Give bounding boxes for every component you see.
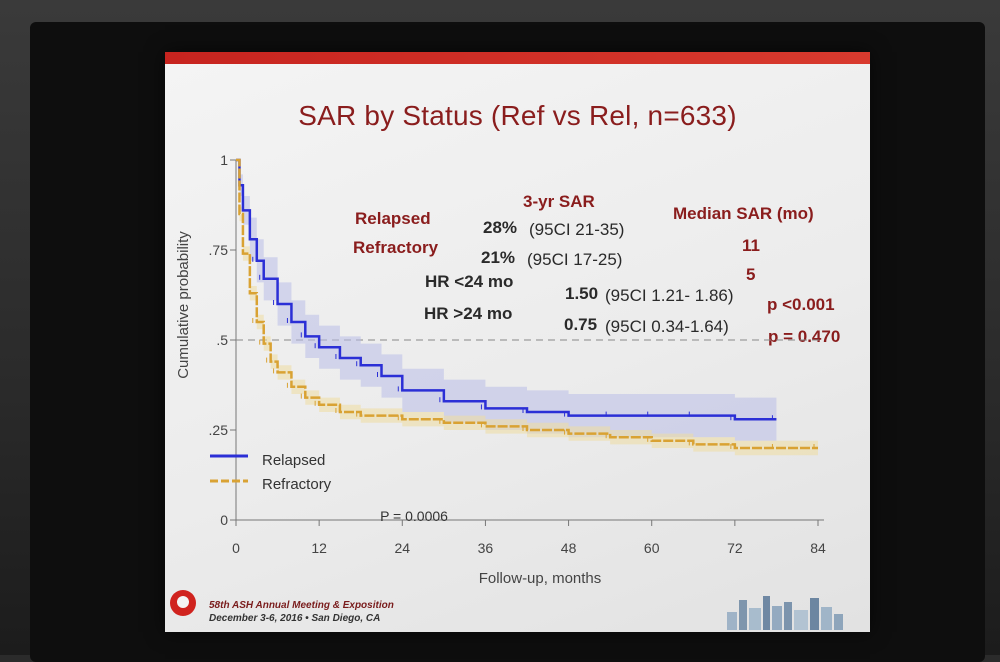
chart-plot-area: 0 .25 .5 .75 1 0 12 24 36 48 60 72 84	[209, 152, 826, 556]
hr-gt24-ci: (95CI 0.34-1.64)	[605, 317, 729, 336]
legend-relapsed-label: Relapsed	[262, 452, 325, 469]
y-tick-label: 0	[220, 512, 228, 528]
x-axis-label: Follow-up, months	[479, 570, 602, 587]
relapsed-median: 11	[742, 236, 760, 255]
hr-gt24-value: 0.75	[564, 315, 598, 334]
x-tick-label: 12	[311, 540, 327, 556]
x-tick-label: 24	[394, 540, 410, 556]
footer-meeting: 58th ASH Annual Meeting & Exposition	[209, 600, 394, 611]
confidence-band-relapsed	[236, 160, 777, 441]
relapsed-sar: 28%	[483, 218, 518, 237]
x-tick-label: 0	[232, 540, 240, 556]
refractory-median: 5	[746, 265, 756, 284]
stat-header-median: Median SAR (mo)	[673, 204, 814, 223]
y-tick-label: .5	[216, 332, 228, 348]
legend-refractory-label: Refractory	[262, 476, 332, 493]
y-axis-label: Cumulative probability	[175, 231, 192, 379]
x-tick-label: 60	[644, 540, 660, 556]
relapsed-ci: (95CI 21-35)	[529, 220, 625, 239]
survival-curve-relapsed	[236, 158, 777, 421]
slide-title: SAR by Status (Ref vs Rel, n=633)	[298, 100, 737, 131]
y-tick-label: .75	[209, 242, 229, 258]
y-tick-label: .25	[209, 422, 229, 438]
x-tick-label: 72	[727, 540, 743, 556]
x-tick-label: 48	[561, 540, 577, 556]
refractory-sar: 21%	[481, 248, 516, 267]
hr-lt24-p: p <0.001	[767, 295, 835, 314]
hr-lt24-ci: (95CI 1.21- 1.86)	[605, 286, 734, 305]
stat-header-3yr: 3-yr SAR	[523, 192, 595, 211]
hr-gt24-p: p = 0.470	[768, 327, 841, 346]
refractory-label: Refractory	[353, 238, 439, 257]
refractory-ci: (95CI 17-25)	[527, 250, 623, 269]
hr-lt24-label: HR <24 mo	[425, 272, 514, 291]
hr-gt24-label: HR >24 mo	[424, 304, 513, 323]
p-value-annotation: P = 0.0006	[380, 508, 448, 524]
ash-logo-icon	[170, 590, 196, 616]
x-tick-label: 36	[478, 540, 494, 556]
hr-lt24-value: 1.50	[565, 284, 599, 303]
y-tick-label: 1	[220, 152, 228, 168]
slide-header-bar	[165, 52, 870, 64]
footer-dates: December 3-6, 2016 • San Diego, CA	[209, 613, 381, 624]
x-tick-label: 84	[810, 540, 826, 556]
presentation-slide: SAR by Status (Ref vs Rel, n=633) 3-yr S…	[165, 52, 870, 632]
relapsed-label: Relapsed	[355, 209, 431, 228]
city-skyline-icon	[727, 596, 843, 630]
survival-curve-refractory	[236, 158, 818, 450]
